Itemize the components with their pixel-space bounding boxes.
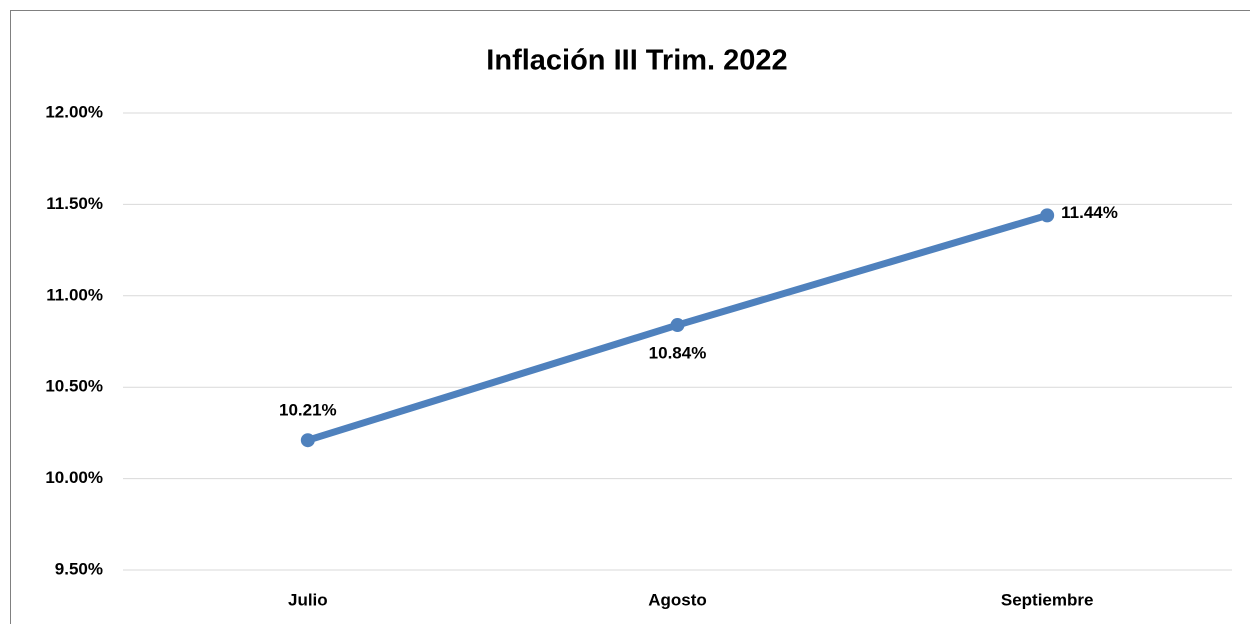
y-tick-label: 10.50% <box>45 377 103 396</box>
y-tick-label: 11.00% <box>46 285 103 304</box>
y-tick-label: 12.00% <box>45 102 103 121</box>
data-label: 11.44% <box>1061 203 1118 222</box>
data-label: 10.84% <box>649 344 707 363</box>
x-tick-label: Agosto <box>648 590 707 609</box>
chart-border <box>10 10 1250 624</box>
point-marker <box>1040 208 1055 223</box>
x-tick-label: Septiembre <box>1001 590 1094 609</box>
chart-title: Inflación III Trim. 2022 <box>486 45 787 77</box>
data-label: 10.21% <box>279 401 337 420</box>
y-tick-label: 11.50% <box>46 194 103 213</box>
y-tick-label: 9.50% <box>55 559 103 578</box>
point-marker <box>300 433 315 448</box>
point-marker <box>670 318 685 333</box>
x-tick-label: Julio <box>288 590 328 609</box>
y-tick-label: 10.00% <box>45 468 103 487</box>
